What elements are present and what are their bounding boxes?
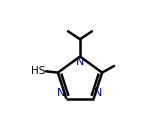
Text: N: N <box>57 88 66 98</box>
Text: N: N <box>94 88 103 98</box>
Text: HS: HS <box>31 66 45 76</box>
Text: N: N <box>76 57 84 67</box>
